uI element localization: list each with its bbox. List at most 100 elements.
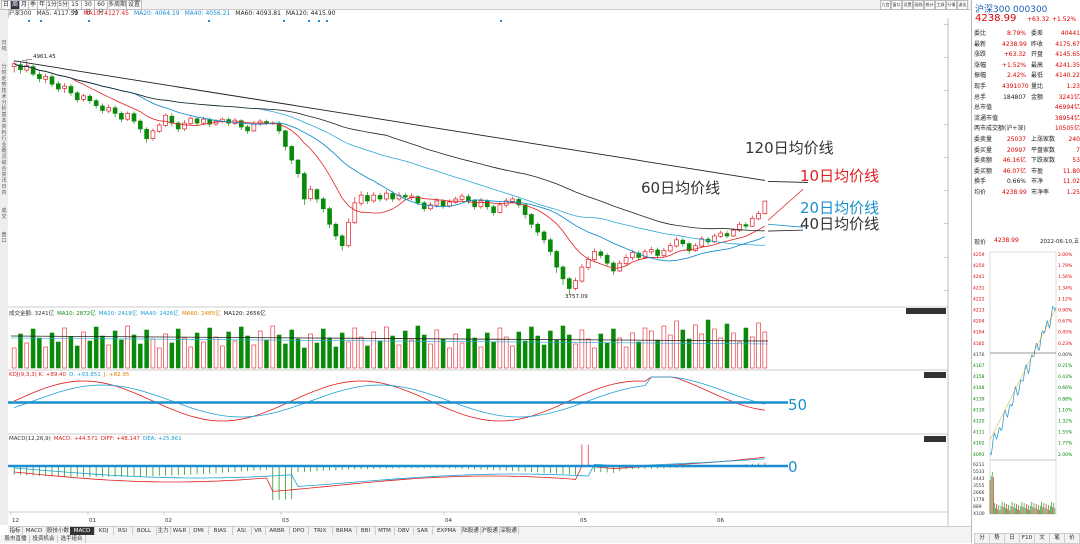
toolbar-icon-6[interactable]: 行情 — [946, 0, 957, 10]
volume-bar — [693, 324, 698, 369]
sidebar-item-8[interactable]: 盘口 — [1, 232, 7, 244]
sidebar-item-3[interactable]: 基本资料 — [1, 112, 7, 136]
indicator-tab-8[interactable]: W&R — [170, 527, 190, 535]
quote-tab-5[interactable]: 笔 — [1049, 533, 1065, 544]
event-marker[interactable] — [308, 20, 310, 22]
indicator-tab-9[interactable]: DMI — [189, 527, 209, 535]
event-marker[interactable] — [28, 20, 30, 22]
quote-row-label2: 开盘 — [1031, 51, 1044, 59]
volume-bar — [283, 343, 288, 369]
volume-bar — [257, 330, 263, 369]
toolbar-button-11[interactable]: 设置 — [126, 0, 142, 10]
indicator-tab-11[interactable]: ASI — [232, 527, 252, 535]
indicator-tab-14[interactable]: DPO — [289, 527, 309, 535]
toolbar-icon-5[interactable]: 工具 — [935, 0, 946, 10]
candle-body — [554, 251, 559, 268]
volume-bar — [592, 347, 597, 369]
sidebar-item-5[interactable]: 综合资讯 — [1, 160, 7, 184]
intraday-mini-chart[interactable]: 4259 4250 4241 4231 4222 4213 4204 4194 4185 4176… — [972, 250, 1080, 530]
quote-tab-3[interactable]: F10 — [1019, 533, 1035, 544]
volume-bar — [37, 337, 42, 369]
date-axis-label: 04 — [445, 518, 452, 524]
candle-body — [642, 251, 648, 258]
indicator-tab-23[interactable]: 沪股通 — [480, 527, 500, 535]
mini-header: 现价 4238.99 2022-06-10,五 — [974, 237, 1080, 246]
indicator-tab-22[interactable]: 陆股通 — [461, 527, 481, 535]
quote-tab-4[interactable]: 文 — [1034, 533, 1050, 544]
volume-tag[interactable] — [906, 308, 946, 314]
kdj-tag[interactable] — [924, 372, 946, 378]
candle-body — [756, 213, 761, 220]
quote-tab-2[interactable]: 日 — [1004, 533, 1020, 544]
indicator-tab-24[interactable]: 深股通 — [499, 527, 519, 535]
event-marker[interactable] — [40, 20, 42, 22]
indicator-tab-13[interactable]: ARBR — [265, 527, 290, 535]
ma-legend-item: MA10: 4127.45 — [83, 10, 129, 17]
bottom-tab-1[interactable]: 投资机会 — [30, 535, 58, 543]
indicator-tab-16[interactable]: BRMA — [332, 527, 357, 535]
indicator-tab-10[interactable]: BIAS — [208, 527, 233, 535]
indicator-tab-21[interactable]: EXPMA — [432, 527, 462, 535]
volume-bar — [567, 334, 572, 369]
quote-row: 委比 8.79% 委差 40441 — [974, 29, 1080, 38]
event-marker[interactable] — [500, 20, 502, 22]
volume-bar — [491, 341, 496, 369]
quote-row-value2: 53 — [1072, 157, 1080, 165]
mini-left-axis-label: 4241 — [973, 274, 985, 280]
indicator-tab-6[interactable]: BOLL — [132, 527, 157, 535]
indicator-tab-7[interactable]: 主力 — [156, 527, 171, 535]
toolbar-icon-2[interactable]: 设置 — [902, 0, 913, 10]
candle-body — [548, 239, 553, 252]
sidebar-item-1[interactable]: 分时走势 — [1, 64, 7, 88]
indicator-tab-12[interactable]: VR — [251, 527, 266, 535]
event-marker[interactable] — [208, 20, 210, 22]
quote-tab-6[interactable]: 价 — [1064, 533, 1080, 544]
toolbar-icon-4[interactable]: 统计 — [924, 0, 935, 10]
quote-row-value: 20997 — [1006, 146, 1026, 154]
bottom-tab-0[interactable]: 股市直播 — [2, 535, 30, 543]
event-marker[interactable] — [283, 20, 285, 22]
event-marker[interactable] — [326, 20, 328, 22]
sidebar-item-0[interactable]: 日线 — [1, 40, 7, 52]
toolbar-icon-3[interactable]: 画线 — [913, 0, 924, 10]
indicator-tab-2[interactable]: 股技小数 — [46, 527, 71, 535]
candle-body — [535, 223, 541, 233]
indicator-tab-4[interactable]: KDJ — [94, 527, 114, 535]
quote-row-label: 涨幅 — [974, 61, 987, 69]
mini-right-axis-label: 0.88% — [1058, 396, 1073, 402]
candle-body — [18, 64, 23, 70]
volume-bar — [346, 341, 351, 369]
sidebar-item-7[interactable]: 成交 — [1, 208, 7, 220]
quote-tab-1[interactable]: 势 — [989, 533, 1005, 544]
indicator-tab-15[interactable]: TRIX — [308, 527, 333, 535]
indicator-tab-18[interactable]: MTM — [375, 527, 395, 535]
indicator-tab-17[interactable]: BBI — [356, 527, 376, 535]
indicator-tab-20[interactable]: SAR — [413, 527, 433, 535]
quote-tab-0[interactable]: 分 — [974, 533, 990, 544]
indicator-tab-3[interactable]: MACD — [70, 527, 95, 535]
candle-body — [579, 266, 585, 282]
candle-body — [453, 198, 459, 203]
toolbar-icon-0[interactable]: 九宫 — [880, 0, 891, 10]
toolbar-icon-1[interactable]: 窗口 — [891, 0, 902, 10]
quote-row-label2: 上涨家数 — [1031, 136, 1056, 143]
toolbar-icon-7[interactable]: 退出 — [957, 0, 968, 10]
indicator-tab-5[interactable]: RSI — [113, 527, 133, 535]
sidebar-item-2[interactable]: 技术分析 — [1, 88, 7, 112]
macd-tag[interactable] — [924, 436, 946, 442]
volume-bar — [573, 343, 578, 369]
event-marker[interactable] — [318, 20, 320, 22]
indicator-tab-0[interactable]: 指标 — [8, 527, 23, 535]
main-chart[interactable]: 5148497748074634446442934123395037794961… — [8, 18, 951, 526]
event-marker[interactable] — [88, 20, 90, 22]
ma60-line — [14, 63, 765, 232]
sidebar-item-4[interactable]: 行业概况 — [1, 136, 7, 160]
sidebar-item-6[interactable]: 日内 — [1, 184, 7, 196]
indicator-tab-19[interactable]: OBV — [394, 527, 414, 535]
bottom-tab-2[interactable]: 选手组合 — [58, 535, 86, 543]
volume-bar — [188, 346, 194, 369]
mini-left-axis-label: 4222 — [973, 296, 985, 302]
mini-vol-axis-label: 5533 — [973, 469, 985, 475]
indicator-tab-1[interactable]: MACD — [22, 527, 47, 535]
mini-vol-axis-label: 3555 — [973, 483, 985, 489]
